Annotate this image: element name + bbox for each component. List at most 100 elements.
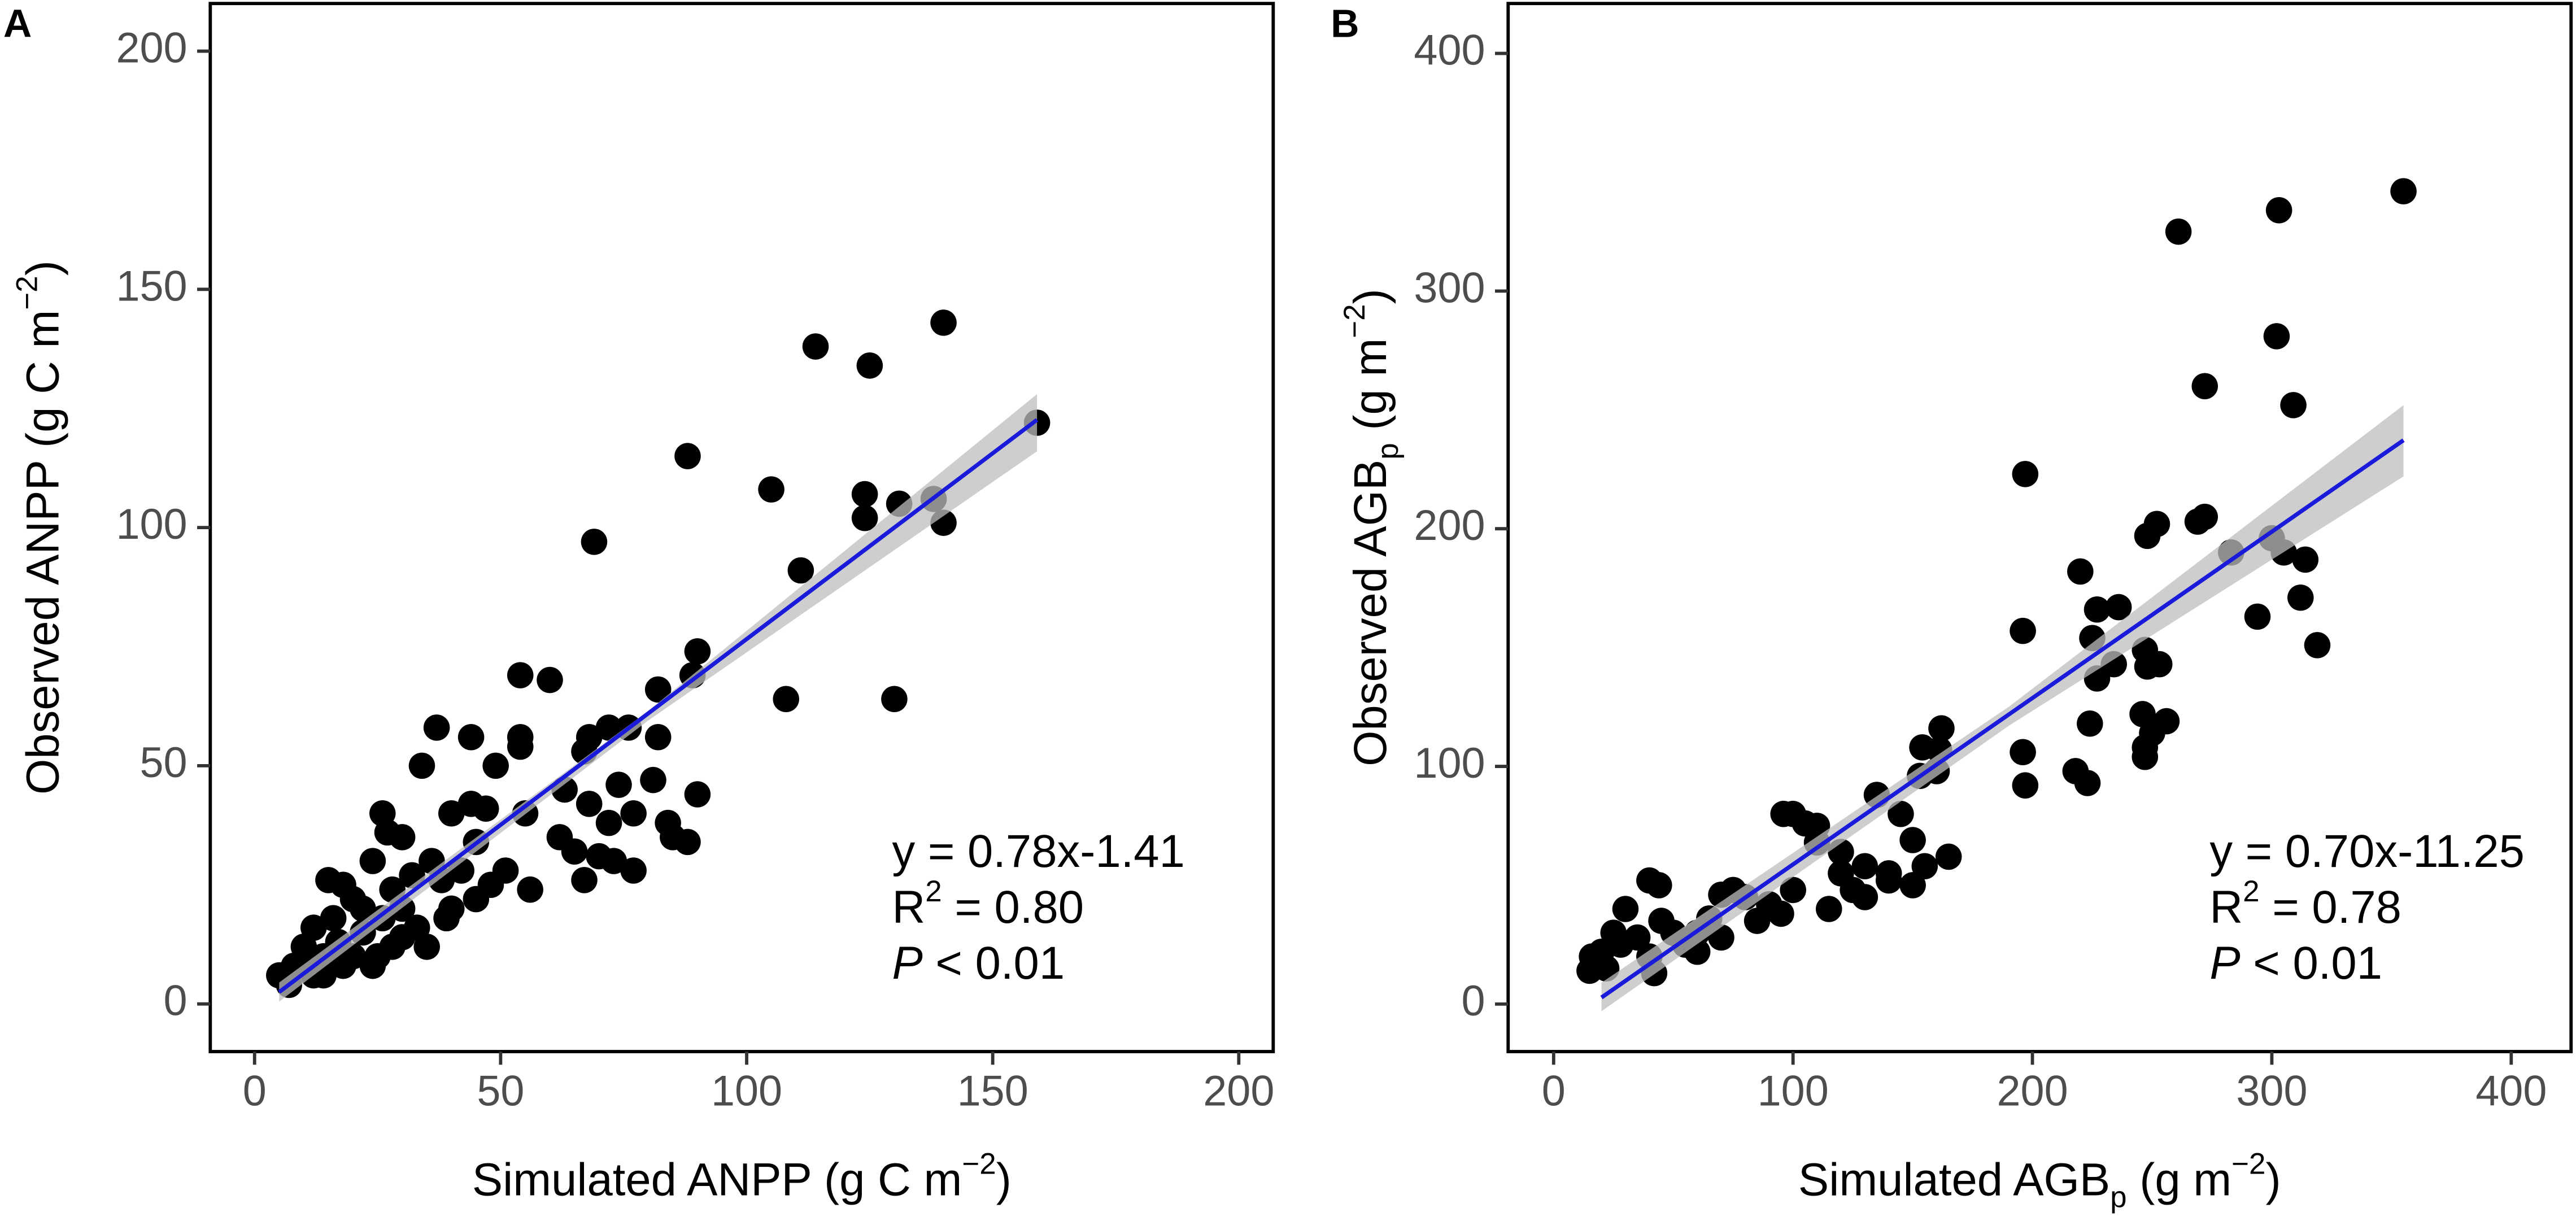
text-part: ) — [2266, 1154, 2281, 1205]
point — [595, 809, 622, 836]
x-axis-title: Simulated ANPP (g C m−2) — [472, 1148, 1012, 1205]
point — [674, 443, 701, 469]
text-part: Observed ANPP (g C m — [17, 310, 68, 795]
point — [359, 952, 386, 979]
point — [644, 723, 672, 751]
text-part: < 0.01 — [923, 937, 1065, 988]
text-part: p — [1371, 443, 1405, 459]
point — [546, 824, 573, 851]
point — [2010, 739, 2036, 766]
point — [350, 895, 376, 922]
x-tick-label: 200 — [1997, 1068, 2068, 1115]
point — [2280, 392, 2307, 418]
point — [2184, 508, 2211, 535]
text-part: −2 — [11, 276, 44, 309]
text-part: Simulated ANPP (g C m — [472, 1154, 962, 1205]
point — [1624, 924, 1651, 951]
x-tick-label: 150 — [957, 1068, 1028, 1115]
point — [851, 504, 878, 531]
text-part: ) — [1344, 289, 1396, 304]
text-part: P — [2209, 937, 2240, 988]
x-tick-label: 400 — [2475, 1068, 2547, 1115]
point — [802, 333, 829, 360]
point — [930, 309, 957, 336]
point — [851, 481, 878, 508]
point — [644, 676, 672, 703]
point — [315, 867, 342, 893]
point — [684, 781, 711, 808]
point — [1935, 843, 1962, 870]
annotation: R2 = 0.78 — [2209, 875, 2401, 932]
point — [1646, 872, 1672, 899]
y-tick-label: 100 — [116, 501, 187, 548]
point — [433, 905, 460, 932]
y-axis-title: Observed AGBp (g m−2) — [1338, 289, 1405, 766]
point — [379, 934, 406, 960]
point — [320, 905, 347, 932]
y-tick-label: 200 — [1414, 502, 1485, 550]
point — [2265, 197, 2292, 224]
point — [2067, 558, 2094, 585]
point — [507, 662, 534, 688]
point — [1780, 876, 1806, 904]
text-part: (g m — [1344, 338, 1396, 443]
point — [640, 766, 666, 793]
point — [472, 795, 499, 822]
text-part: 2 — [2243, 875, 2259, 908]
point — [1851, 884, 1878, 910]
point — [2146, 651, 2173, 678]
point — [2263, 323, 2290, 350]
point — [2074, 770, 2101, 796]
point — [2012, 772, 2039, 799]
point — [595, 714, 622, 741]
annotation: P < 0.01 — [892, 937, 1065, 988]
x-tick-label: 200 — [1203, 1068, 1274, 1115]
point — [482, 752, 509, 779]
annotation: y = 0.70x-11.25 — [2209, 825, 2525, 876]
point — [620, 800, 647, 827]
text-part: ) — [996, 1154, 1012, 1205]
panel-label: B — [1331, 1, 1359, 45]
x-tick-label: 100 — [711, 1068, 782, 1115]
text-part: (g m — [2127, 1154, 2232, 1205]
point — [463, 886, 490, 913]
point — [408, 752, 435, 779]
point — [1768, 900, 1794, 927]
point — [674, 828, 701, 856]
point — [620, 857, 647, 884]
y-tick-label: 50 — [140, 739, 187, 787]
x-tick-label: 100 — [1758, 1068, 1829, 1115]
text-part: Observed AGB — [1344, 460, 1396, 766]
y-axis-title: Observed ANPP (g C m−2) — [11, 260, 68, 795]
point — [389, 824, 416, 851]
text-part: R — [892, 881, 925, 932]
panel-label: A — [3, 1, 32, 45]
point — [517, 876, 543, 903]
x-axis-title: Simulated AGBp (g m−2) — [1798, 1148, 2281, 1214]
point — [423, 714, 450, 741]
point — [2077, 710, 2103, 737]
point — [773, 686, 800, 713]
text-part: R — [2209, 881, 2243, 932]
point — [856, 352, 883, 379]
x-tick-label: 300 — [2236, 1068, 2307, 1115]
point — [2287, 584, 2314, 611]
fit-line — [278, 418, 1039, 994]
point — [1899, 872, 1926, 899]
point — [1815, 896, 1842, 922]
point — [2010, 617, 2036, 644]
x-tick-label: 0 — [243, 1068, 267, 1115]
point — [359, 848, 386, 874]
text-part: y = 0.70x-11.25 — [2209, 825, 2525, 876]
point — [571, 867, 598, 893]
point — [507, 723, 534, 751]
text-part: = 0.80 — [942, 881, 1084, 932]
point — [2191, 373, 2218, 399]
point — [1851, 853, 1878, 880]
point — [581, 529, 608, 555]
point — [2012, 461, 2039, 487]
text-part: < 0.01 — [2241, 937, 2382, 988]
text-part: = 0.78 — [2260, 881, 2401, 932]
